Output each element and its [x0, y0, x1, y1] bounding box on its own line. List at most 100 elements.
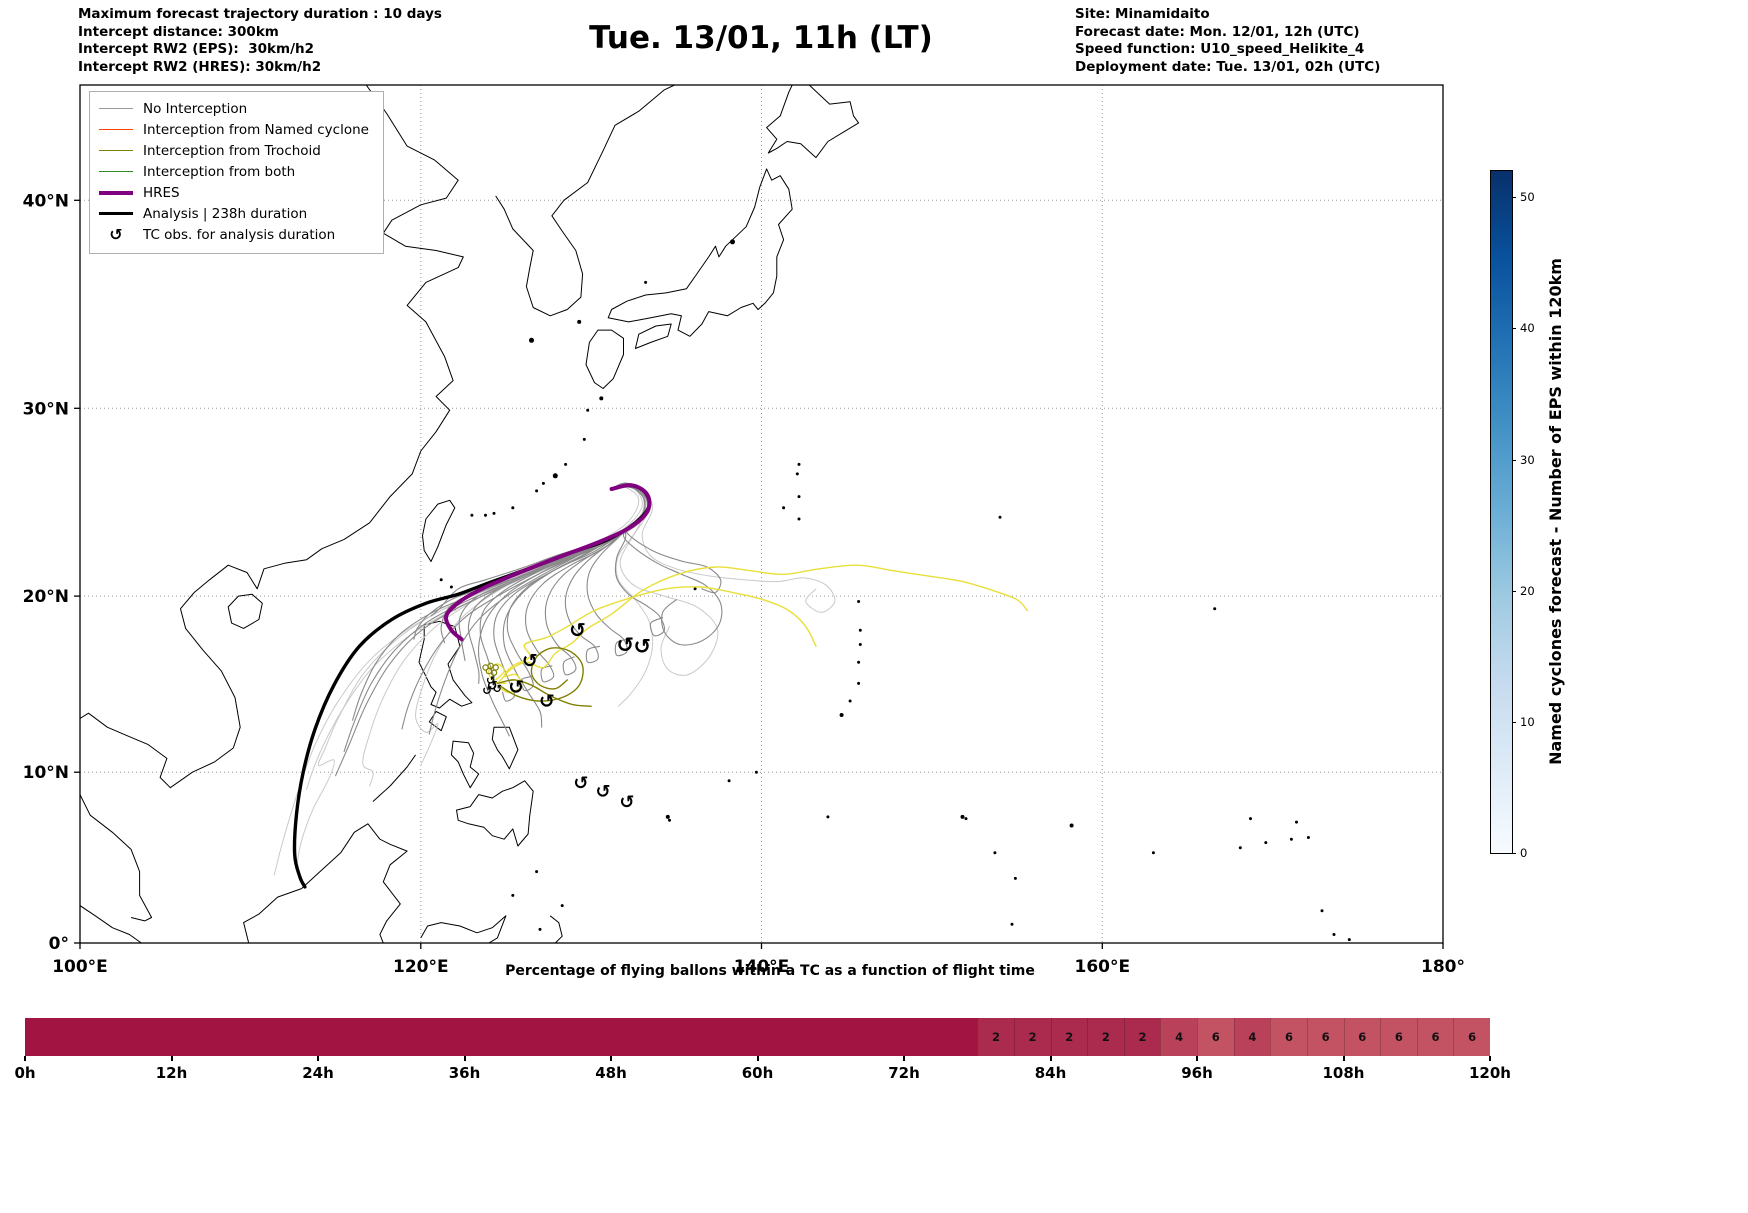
trajectory-eps_no_interception — [335, 486, 646, 777]
axis-ticks — [74, 199, 1444, 949]
balloon-bar-tick-label: 84h — [1034, 1064, 1067, 1082]
tc-obs-icon: ↺ — [487, 679, 498, 694]
coast-halmahera — [549, 915, 563, 943]
balloon-bar-tick-mark — [756, 1056, 759, 1061]
balloon-bar-bin: 2 — [1013, 1018, 1051, 1056]
x-tick-label: 100°E — [52, 957, 108, 977]
legend-line — [99, 190, 133, 195]
tc-obs-icon: ↺ — [619, 792, 634, 813]
colorbar-tick-mark — [1512, 459, 1516, 461]
legend-item-label: TC obs. for analysis duration — [143, 226, 336, 243]
coast-shikoku — [634, 323, 672, 349]
legend-item-label: Analysis | 238h duration — [143, 205, 308, 222]
header-right-line: Site: Minamidaito — [1075, 6, 1210, 22]
trajectory-named_cyclone_tracks_yellow — [498, 564, 1028, 683]
balloon-bar-tick-label: 60h — [741, 1064, 774, 1082]
legend-line-swatch — [99, 150, 133, 151]
legend-item-label: Interception from Trochoid — [143, 142, 321, 159]
coast-borneo — [243, 823, 408, 943]
tc-obs-icon: ↺ — [616, 633, 634, 657]
coast-sulawesi_north — [420, 915, 507, 943]
coast-kyushu — [585, 329, 624, 389]
colorbar-tick-label: 10 — [1520, 714, 1535, 729]
legend-line — [99, 150, 133, 151]
balloon-bar-tick-mark — [1049, 1056, 1052, 1061]
balloon-bar-tick-mark — [463, 1056, 466, 1061]
balloon-bar-bin: 6 — [1197, 1018, 1234, 1056]
balloon-bar-tick-label: 108h — [1322, 1064, 1365, 1082]
trajectory-eps_no_interception — [502, 484, 649, 728]
trajectory-interception_trochoid — [496, 679, 592, 707]
coast-mindanao — [456, 780, 534, 847]
trajectory-eps_no_interception — [493, 486, 646, 702]
legend-line-swatch — [99, 190, 133, 195]
legend-item-label: HRES — [143, 184, 180, 201]
page-title: Tue. 13/01, 11h (LT) — [589, 20, 933, 56]
legend-item: Interception from both — [99, 161, 369, 182]
tc-obs-icon: ↺ — [573, 773, 588, 794]
tc-obs-icon: ↺ — [493, 683, 502, 696]
balloon-bar-bin: 2 — [977, 1018, 1014, 1056]
balloon-bar-tick-mark — [1489, 1056, 1491, 1061]
y-tick-label: 30°N — [23, 399, 69, 419]
coast-luzon — [418, 620, 473, 709]
balloon-bar-tick-label: 12h — [155, 1064, 188, 1082]
x-tick-label: 160°E — [1074, 957, 1130, 977]
colorbar-tick-mark — [1512, 197, 1516, 199]
trajectory-analysis — [292, 483, 652, 889]
tc-obs-icon: ↺ — [99, 225, 133, 244]
header-left: Maximum forecast trajectory duration : 1… — [78, 6, 442, 76]
header-right-line: Speed function: U10_speed_Helikite_4 — [1075, 41, 1365, 57]
tc-obs-icon: ↺ — [569, 618, 586, 642]
balloon-bar-tick-label: 24h — [302, 1064, 334, 1082]
balloon-bar-bin: 4 — [1233, 1018, 1271, 1056]
header-left-line: Intercept distance: 300km — [78, 23, 279, 40]
balloon-bar-tick-mark — [1342, 1056, 1345, 1061]
colorbar-tick-mark — [1512, 328, 1516, 330]
balloon-bar-bin: 6 — [1343, 1018, 1381, 1056]
island-dots — [439, 239, 1351, 942]
balloon-bar-tick-mark — [317, 1056, 319, 1061]
balloon-percentage-bar: 2 2 2 2 2 4 6 4 6 6 6 6 6 6 0h 12h 24h 36h 48h 60h 72h 84h 96h… — [14, 1018, 1511, 1082]
trajectory-eps_faint_no_interception — [273, 484, 645, 876]
trajectory-eps_faint_no_interception — [611, 485, 654, 707]
header-left-line: Intercept RW2 (EPS): 30km/h2 — [78, 41, 314, 57]
tc-obs-icon: ↺ — [539, 691, 555, 713]
colorbar-tick-mark — [1512, 853, 1516, 854]
colorbar-tick-mark — [1512, 590, 1516, 592]
legend-item: No Interception — [99, 98, 369, 119]
y-tick-label: 20°N — [23, 587, 69, 607]
balloon-bar-bin: 2 — [1123, 1018, 1161, 1056]
trajectory-eps_faint_no_interception — [415, 486, 640, 766]
legend-item-label: Interception from both — [143, 163, 296, 180]
trajectory-hres — [444, 483, 652, 642]
tc-obs-icon: ↺ — [596, 782, 611, 803]
trajectory-eps_no_interception — [611, 486, 666, 637]
balloon-bar-bin: 6 — [1380, 1018, 1417, 1056]
balloon-bar-tick-label: 0h — [14, 1064, 36, 1082]
balloon-bar-tick-label: 120h — [1469, 1064, 1511, 1082]
y-tick-label: 10°N — [23, 763, 69, 783]
legend-item: ↺ TC obs. for analysis duration — [99, 224, 369, 245]
coast-samar_leyte — [491, 726, 519, 770]
colorbar-tick-label: 40 — [1520, 321, 1535, 336]
tc-obs-symbols: ↺↺ ↺↺↺↺↺ ↺ ↺↺↺ ↺↺ — [482, 618, 651, 813]
legend-line — [99, 108, 133, 109]
balloon-bar-tick-mark — [610, 1056, 612, 1061]
legend-line-swatch — [99, 171, 133, 172]
y-tick-label: 40°N — [23, 191, 69, 211]
tc-obs-icon: ↺ — [522, 650, 538, 672]
coast-malay_peninsula — [80, 794, 153, 922]
balloon-bar-bin: 2 — [1087, 1018, 1124, 1056]
balloon-bar-bin: 6 — [1416, 1018, 1454, 1056]
map-legend: No Interception Interception from Named c… — [89, 91, 384, 254]
colorbar-tick-label: 50 — [1520, 190, 1535, 205]
colorbar-label: Named cyclones forecast - Number of EPS … — [1545, 257, 1565, 765]
balloon-bar-bin: 6 — [1453, 1018, 1490, 1056]
legend-line-swatch — [99, 129, 133, 130]
colorbar-tick-label: 30 — [1520, 452, 1535, 467]
coastlines — [80, 85, 860, 943]
coast-korea_russia — [495, 85, 675, 317]
